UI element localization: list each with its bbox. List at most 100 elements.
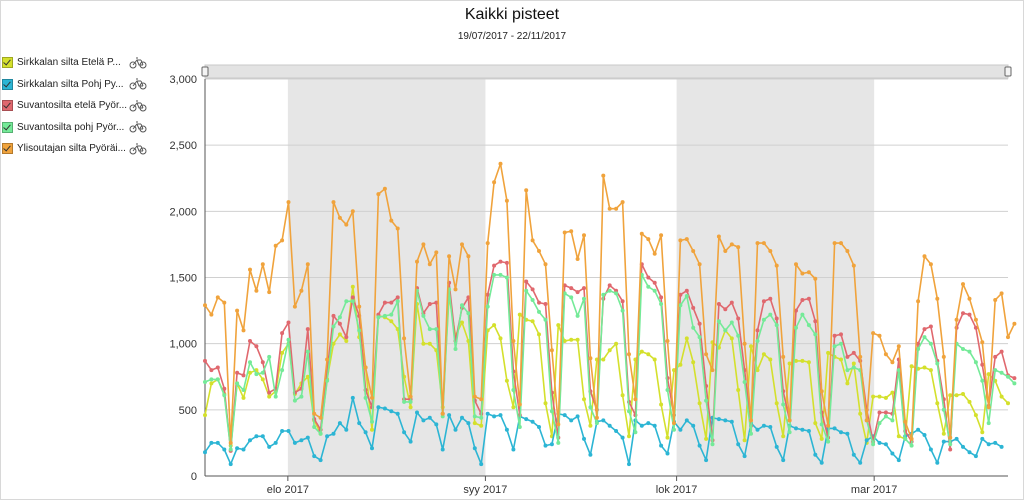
data-point bbox=[716, 319, 721, 324]
data-point bbox=[839, 357, 843, 362]
legend-item-suvanto-etela[interactable]: Suvantosilta etelä Pyör... bbox=[2, 95, 152, 117]
data-point bbox=[203, 413, 207, 418]
data-point bbox=[575, 313, 580, 318]
data-point bbox=[851, 263, 856, 268]
data-point bbox=[723, 249, 728, 253]
data-point bbox=[498, 336, 503, 341]
legend-item-sirkkalan-etela[interactable]: Sirkkalan silta Etelä P... bbox=[2, 52, 152, 74]
y-tick-label: 1,500 bbox=[169, 273, 197, 285]
data-point bbox=[344, 299, 349, 304]
data-point bbox=[530, 238, 535, 243]
data-point bbox=[453, 427, 458, 432]
data-point bbox=[928, 324, 933, 329]
data-point bbox=[511, 388, 516, 392]
data-point bbox=[569, 418, 574, 423]
data-point bbox=[691, 305, 696, 310]
data-point bbox=[524, 288, 529, 293]
legend-item-sirkkalan-pohj[interactable]: Sirkkalan silta Pohj Py... bbox=[2, 74, 152, 96]
data-point bbox=[280, 368, 285, 373]
data-point bbox=[363, 395, 368, 400]
data-point bbox=[543, 443, 548, 448]
data-point bbox=[427, 327, 432, 332]
data-point bbox=[408, 405, 413, 410]
data-point bbox=[948, 435, 953, 440]
data-point bbox=[614, 291, 619, 296]
data-point bbox=[704, 352, 709, 357]
data-point bbox=[203, 303, 207, 308]
zoom-handle-left[interactable] bbox=[201, 66, 209, 77]
data-point bbox=[222, 386, 227, 391]
data-point bbox=[331, 313, 336, 318]
data-point bbox=[524, 417, 529, 422]
data-point bbox=[421, 242, 426, 247]
data-point bbox=[659, 233, 664, 238]
data-point bbox=[973, 454, 978, 459]
data-point bbox=[928, 447, 933, 452]
legend-checkbox[interactable] bbox=[2, 100, 13, 112]
data-point bbox=[896, 368, 901, 373]
legend-checkbox[interactable] bbox=[2, 57, 13, 69]
data-point bbox=[697, 335, 702, 340]
zoom-handle-right[interactable] bbox=[1004, 66, 1012, 77]
data-point bbox=[504, 427, 509, 432]
y-tick-label: 3,000 bbox=[169, 74, 197, 86]
data-point bbox=[749, 344, 753, 349]
data-point bbox=[948, 447, 953, 452]
legend-checkbox[interactable] bbox=[2, 143, 13, 155]
data-point bbox=[331, 200, 336, 205]
data-point bbox=[485, 304, 490, 309]
data-point bbox=[1006, 374, 1010, 379]
data-point bbox=[260, 262, 265, 267]
data-point bbox=[697, 401, 702, 406]
legend-item-suvanto-pohj[interactable]: Suvantosilta pohj Pyör... bbox=[2, 117, 152, 139]
data-point bbox=[710, 368, 715, 373]
data-point bbox=[337, 215, 342, 220]
data-point bbox=[292, 304, 297, 309]
legend-item-ylisoutajan[interactable]: Ylisoutajan silta Pyöräi... bbox=[2, 138, 152, 160]
data-point bbox=[286, 337, 291, 342]
data-point bbox=[961, 347, 965, 351]
legend-checkbox[interactable] bbox=[2, 121, 13, 133]
data-point bbox=[678, 362, 683, 367]
data-point bbox=[967, 312, 972, 317]
data-point bbox=[511, 447, 516, 452]
data-point bbox=[665, 388, 670, 392]
data-point bbox=[993, 354, 998, 359]
data-point bbox=[858, 411, 863, 416]
data-point bbox=[961, 444, 965, 449]
data-point bbox=[344, 335, 349, 340]
data-point bbox=[562, 291, 567, 296]
data-point bbox=[729, 320, 734, 325]
data-point bbox=[504, 378, 509, 383]
data-point bbox=[235, 370, 240, 375]
data-point bbox=[235, 308, 240, 313]
data-point bbox=[350, 295, 355, 300]
data-point bbox=[421, 341, 426, 346]
data-point bbox=[736, 388, 741, 392]
data-point bbox=[299, 438, 304, 443]
data-point bbox=[781, 458, 786, 463]
legend-checkbox[interactable] bbox=[2, 78, 13, 90]
data-point bbox=[607, 206, 612, 211]
data-point bbox=[723, 328, 728, 333]
data-point bbox=[260, 434, 265, 439]
data-point bbox=[620, 308, 625, 313]
data-point bbox=[922, 254, 927, 259]
data-point bbox=[273, 440, 278, 445]
data-point bbox=[704, 398, 709, 403]
data-point bbox=[325, 378, 330, 383]
data-point bbox=[755, 328, 760, 333]
data-point bbox=[492, 180, 497, 185]
data-point bbox=[883, 395, 888, 400]
data-point bbox=[774, 316, 779, 321]
data-point bbox=[325, 434, 330, 439]
data-point bbox=[806, 270, 811, 275]
data-point bbox=[736, 245, 741, 250]
data-point bbox=[627, 352, 631, 357]
data-point bbox=[819, 436, 824, 441]
data-point bbox=[292, 398, 297, 403]
data-point bbox=[877, 410, 882, 415]
data-point bbox=[228, 462, 233, 467]
data-point bbox=[267, 444, 272, 449]
data-point bbox=[986, 442, 991, 447]
